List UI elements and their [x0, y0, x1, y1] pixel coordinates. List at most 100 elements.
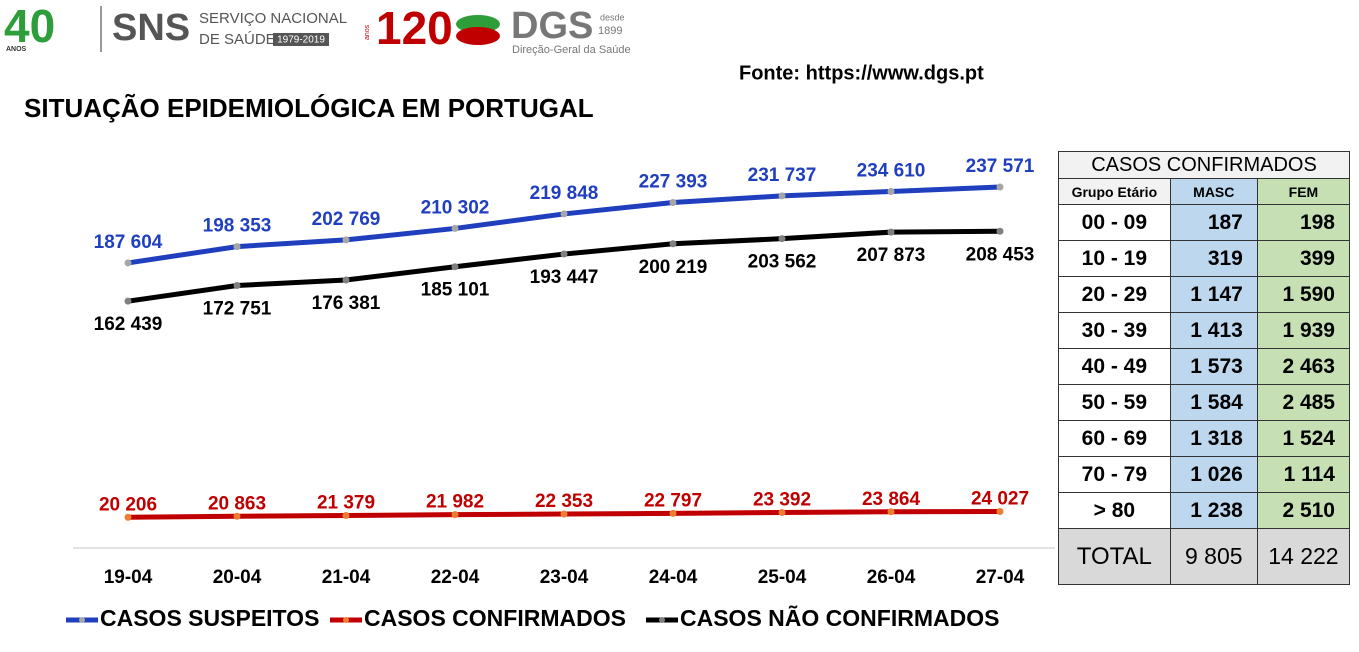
data-point	[342, 276, 350, 284]
table-cell: 198	[1256, 204, 1351, 241]
data-label: 162 439	[94, 314, 163, 335]
data-point	[887, 508, 895, 516]
data-label: 237 571	[966, 156, 1035, 177]
table-cell: 14 222	[1256, 528, 1351, 585]
logo-120: 120	[376, 2, 453, 54]
table-cell: 00 - 09	[1058, 204, 1171, 241]
data-point	[124, 297, 132, 305]
data-label: 22 353	[535, 491, 593, 512]
table-row: 70 - 79 1 026 1 114	[1058, 456, 1351, 493]
table-cell: 1 114	[1256, 456, 1351, 493]
logos: 40 ANOS SNS SERVIÇO NACIONAL DE SAÚDE 19…	[4, 0, 631, 56]
table-row: 50 - 59 1 584 2 485	[1058, 384, 1351, 421]
data-point	[669, 240, 677, 248]
data-point	[996, 227, 1004, 235]
table-cell: 70 - 79	[1058, 456, 1171, 493]
data-label: 22 797	[644, 490, 702, 511]
table-cell: 2 510	[1256, 492, 1351, 529]
data-point	[560, 250, 568, 258]
data-label: 24 027	[971, 489, 1029, 510]
table-cell: 2 463	[1256, 348, 1351, 385]
data-label: 21 379	[317, 493, 375, 514]
logo-sns: SNS	[112, 7, 190, 49]
logo-period-bg	[273, 33, 329, 46]
data-point	[669, 509, 677, 517]
table-cell: 399	[1256, 240, 1351, 277]
data-label: 219 848	[530, 183, 599, 204]
data-point	[342, 512, 350, 520]
data-label: 23 864	[862, 489, 921, 510]
logo-since: 1899	[598, 25, 622, 37]
table-total: TOTAL 9 805 14 222	[1058, 528, 1351, 585]
table-cell: 1 590	[1256, 276, 1351, 313]
table-title-row: CASOS CONFIRMADOS	[1058, 151, 1350, 179]
data-point	[996, 507, 1004, 515]
table-cell: 2 485	[1256, 384, 1351, 421]
data-point	[996, 183, 1004, 191]
logo-anos: ANOS	[6, 46, 27, 53]
logo-sns-name: DE SAÚDE	[199, 31, 276, 48]
logo-dgs-name: Direção-Geral da Saúde	[512, 44, 631, 56]
x-tick-label: 19-04	[104, 567, 153, 588]
data-label: 23 392	[753, 489, 811, 510]
legend-marker	[79, 617, 85, 623]
table-cell: 30 - 39	[1058, 312, 1171, 349]
x-tick-label: 23-04	[540, 567, 589, 588]
logo-period: 1979-2019	[277, 35, 325, 46]
data-label: 227 393	[639, 171, 708, 192]
table-cell: 1 524	[1256, 420, 1351, 457]
data-label: 187 604	[94, 232, 163, 253]
logo-since: desde	[600, 12, 625, 22]
table-cell: 1 147	[1169, 276, 1258, 313]
table-cell: 60 - 69	[1058, 420, 1171, 457]
table-cell: 50 - 59	[1058, 384, 1171, 421]
data-point	[887, 187, 895, 195]
table-row: 00 - 09 187 198	[1058, 204, 1351, 241]
x-tick-label: 25-04	[758, 567, 807, 588]
table-title: CASOS CONFIRMADOS	[1058, 151, 1350, 179]
table-cell: 1 939	[1256, 312, 1351, 349]
table-cell: 1 573	[1169, 348, 1258, 385]
x-tick-label: 22-04	[431, 567, 480, 588]
data-label: 193 447	[530, 267, 599, 288]
legend-label: CASOS NÃO CONFIRMADOS	[680, 604, 999, 631]
table-cell: Grupo Etário	[1058, 178, 1171, 205]
data-point	[124, 513, 132, 521]
table-cell: 1 584	[1169, 384, 1258, 421]
data-point	[233, 281, 241, 289]
table-row: 30 - 39 1 413 1 939	[1058, 312, 1351, 349]
data-label: 198 353	[203, 216, 272, 237]
chart-title: SITUAÇÃO EPIDEMIOLÓGICA EM PORTUGAL	[24, 93, 594, 123]
data-point	[560, 210, 568, 218]
logo-dgs: DGS	[511, 5, 593, 47]
table-cell: > 80	[1058, 492, 1171, 529]
data-label: 20 206	[99, 494, 157, 515]
data-point	[669, 198, 677, 206]
data-label: 172 751	[203, 299, 272, 320]
x-tick-label: 24-04	[649, 567, 698, 588]
data-point	[451, 511, 459, 519]
data-label: 202 769	[312, 209, 381, 230]
table-cell: 1 318	[1169, 420, 1258, 457]
table-cell: 1 238	[1169, 492, 1258, 529]
logo-anos: anos	[364, 24, 371, 40]
source: Fonte: https://www.dgs.pt	[739, 62, 984, 84]
table-cell: TOTAL	[1058, 528, 1171, 585]
legend-marker	[343, 617, 349, 623]
table-row: > 80 1 238 2 510	[1058, 492, 1351, 529]
table-cell: 1 026	[1169, 456, 1258, 493]
table-cell: 187	[1169, 204, 1258, 241]
table-cell: FEM	[1256, 178, 1351, 205]
legend-label: CASOS SUSPEITOS	[100, 605, 319, 631]
x-tick-label: 27-04	[976, 567, 1025, 588]
data-label: 207 873	[857, 245, 926, 266]
logo-sns-name: SERVIÇO NACIONAL	[199, 10, 347, 27]
data-point	[778, 192, 786, 200]
table-cell: MASC	[1169, 178, 1258, 205]
legend-marker	[659, 617, 665, 623]
logo-mark	[456, 27, 500, 45]
data-label: 234 610	[857, 161, 926, 182]
x-tick-label: 20-04	[213, 567, 262, 588]
